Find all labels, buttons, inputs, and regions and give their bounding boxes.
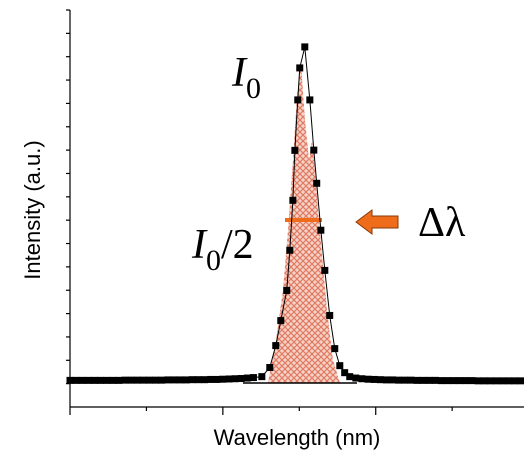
data-point <box>90 376 98 384</box>
data-point <box>145 376 153 384</box>
peak-sub: 0 <box>246 72 261 105</box>
data-point <box>164 376 172 384</box>
half-main: I <box>191 222 208 268</box>
data-point <box>207 375 215 383</box>
data-point <box>133 376 141 384</box>
data-point <box>115 376 123 384</box>
data-point <box>201 376 209 384</box>
data-point <box>225 375 233 383</box>
data-point <box>419 376 427 384</box>
data-point <box>294 96 302 104</box>
data-point <box>456 377 464 385</box>
data-point <box>84 376 92 384</box>
data-point <box>468 377 476 385</box>
data-point <box>158 376 166 384</box>
data-point <box>425 376 433 384</box>
y-axis-label: Intensity (a.u.) <box>20 140 45 279</box>
data-point <box>474 377 482 385</box>
data-point <box>499 377 507 385</box>
data-point <box>258 373 266 381</box>
data-point <box>66 376 74 384</box>
data-point <box>450 377 458 385</box>
data-point <box>480 377 488 385</box>
data-point <box>317 226 325 234</box>
data-point <box>437 377 445 385</box>
data-point <box>121 376 129 384</box>
data-point <box>237 375 245 383</box>
data-point <box>266 364 274 372</box>
data-point <box>462 377 470 385</box>
data-point <box>310 146 318 154</box>
data-point <box>321 266 329 274</box>
data-point <box>382 376 390 384</box>
data-point <box>170 376 178 384</box>
data-point <box>376 376 384 384</box>
data-point <box>358 375 366 383</box>
data-point <box>152 376 160 384</box>
data-point <box>176 376 184 384</box>
half-annotation: I0/2 <box>191 222 254 277</box>
data-point <box>286 246 294 254</box>
peak-annotation: I0 <box>231 50 261 105</box>
data-point <box>431 376 439 384</box>
x-axis-label: Wavelength (nm) <box>214 425 381 450</box>
data-point <box>313 179 321 187</box>
data-point <box>336 362 344 370</box>
data-point <box>97 376 105 384</box>
hatched-area <box>268 64 340 383</box>
width-annotation: Δλ <box>418 200 466 246</box>
data-point <box>444 377 452 385</box>
data-point <box>352 374 360 382</box>
data-point <box>326 311 334 319</box>
data-point <box>395 376 403 384</box>
data-point <box>103 376 111 384</box>
data-point <box>492 377 500 385</box>
data-point <box>306 96 314 104</box>
data-point <box>364 375 372 383</box>
data-point <box>188 376 196 384</box>
data-point <box>341 369 349 377</box>
data-point <box>370 375 378 383</box>
data-point <box>272 342 280 350</box>
half-sub: 0 <box>206 244 221 277</box>
data-point <box>72 376 80 384</box>
data-point <box>413 376 421 384</box>
data-point <box>78 376 86 384</box>
data-point <box>109 376 117 384</box>
data-point <box>283 286 291 294</box>
data-point <box>139 376 147 384</box>
data-point <box>213 375 221 383</box>
data-point <box>486 377 494 385</box>
data-point <box>127 376 135 384</box>
data-point <box>277 317 285 325</box>
data-point <box>346 373 354 381</box>
data-point <box>291 146 299 154</box>
data-point <box>331 345 339 353</box>
data-point <box>505 377 513 385</box>
data-point <box>219 375 227 383</box>
data-point <box>511 377 519 385</box>
data-point <box>289 196 297 204</box>
arrow <box>355 209 399 235</box>
data-point <box>182 376 190 384</box>
data-point <box>231 375 239 383</box>
data-point <box>407 376 415 384</box>
data-point <box>401 376 409 384</box>
peak-main: I <box>231 50 248 96</box>
data-point <box>296 64 304 72</box>
data-point <box>301 43 309 51</box>
data-point <box>243 374 251 382</box>
half-rest: /2 <box>221 222 254 268</box>
data-point <box>389 376 397 384</box>
data-point <box>194 376 202 384</box>
data-point <box>517 377 524 385</box>
data-point <box>249 374 257 382</box>
